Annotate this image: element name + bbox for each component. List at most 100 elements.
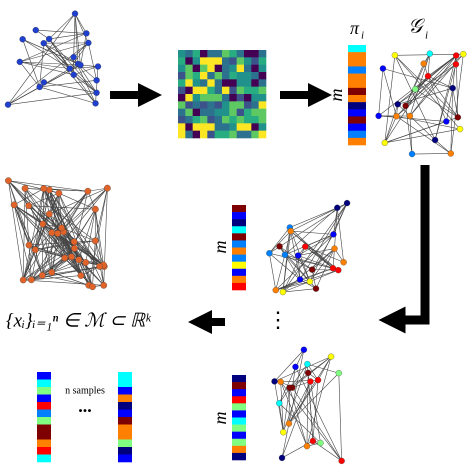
edge <box>269 253 277 291</box>
edge <box>95 209 105 286</box>
vector-cell <box>118 439 132 448</box>
vector-cell <box>232 261 246 270</box>
heat-cell <box>229 79 237 87</box>
edge <box>384 55 396 143</box>
node <box>83 30 90 37</box>
nodes <box>271 346 345 465</box>
edge <box>63 187 108 233</box>
edge <box>450 88 453 154</box>
edge <box>43 82 97 94</box>
heat-cell <box>185 57 193 65</box>
edge <box>22 188 45 281</box>
node <box>456 125 464 133</box>
edge <box>281 349 305 458</box>
heat-cell <box>229 116 237 124</box>
edge <box>57 187 108 234</box>
heat-cell <box>258 72 267 80</box>
node <box>61 254 69 262</box>
heat-cell <box>251 72 259 80</box>
node <box>431 136 439 144</box>
edge <box>42 257 65 276</box>
node <box>402 102 409 109</box>
node <box>77 61 84 69</box>
vector-cell <box>348 73 366 82</box>
edge <box>31 189 50 280</box>
heat-cell <box>236 108 245 117</box>
edge <box>13 204 43 276</box>
edge <box>284 231 292 255</box>
vector-cell <box>232 417 246 425</box>
edge <box>450 54 464 154</box>
node <box>85 39 92 47</box>
node <box>300 346 308 353</box>
node <box>276 243 283 250</box>
edge <box>22 232 53 281</box>
node <box>19 276 27 284</box>
node <box>277 378 284 386</box>
heat-cell <box>192 130 201 139</box>
edge <box>77 63 97 93</box>
edge <box>298 248 335 256</box>
vector-cell <box>232 438 246 447</box>
node <box>308 266 316 273</box>
node <box>317 439 324 447</box>
edge <box>378 55 457 117</box>
heat-cell <box>222 50 230 58</box>
edge <box>297 255 311 282</box>
heat-cell <box>229 123 237 131</box>
vector-cell <box>232 268 246 277</box>
edge <box>51 259 79 273</box>
heat-cell <box>251 108 259 117</box>
node <box>92 205 99 213</box>
vector-bar <box>232 375 246 461</box>
heat-cell <box>222 57 230 65</box>
edge <box>279 403 321 444</box>
node <box>94 63 102 70</box>
heat-cell <box>214 57 223 65</box>
heatmap <box>178 50 267 139</box>
heat-cell <box>251 94 259 102</box>
node <box>5 177 12 185</box>
vector-cell <box>232 275 246 284</box>
node <box>4 101 12 108</box>
edge <box>80 33 87 66</box>
heat-cell <box>236 79 245 87</box>
edge <box>73 42 89 58</box>
edge <box>446 88 453 122</box>
heat-cell <box>192 94 201 102</box>
heat-cell <box>200 123 208 131</box>
node <box>287 227 294 235</box>
node <box>443 118 450 125</box>
vector-cell <box>118 387 132 395</box>
heat-cell <box>192 108 201 117</box>
heat-cell <box>244 64 252 73</box>
heat-cell <box>178 94 186 102</box>
heat-cell <box>192 64 201 73</box>
edge <box>22 38 79 65</box>
node <box>281 251 289 258</box>
heat-cell <box>258 86 267 95</box>
edge <box>63 191 89 233</box>
heat-cell <box>192 116 201 124</box>
edge <box>292 387 342 462</box>
edge <box>19 33 87 63</box>
edge <box>19 61 74 76</box>
heat-cell <box>258 50 267 58</box>
node <box>92 100 99 107</box>
heat-cell <box>192 50 201 58</box>
edge <box>8 180 24 281</box>
heat-cell <box>178 116 186 124</box>
node <box>91 237 99 245</box>
nodes <box>375 50 467 158</box>
edge <box>19 61 70 69</box>
vector-cell <box>118 379 132 388</box>
heat-cell <box>236 57 245 65</box>
heat-cell <box>178 57 186 65</box>
heat-cell <box>258 123 267 131</box>
node <box>54 230 62 237</box>
vector-cell <box>232 452 246 461</box>
heat-cell <box>222 64 230 73</box>
node <box>32 26 39 34</box>
edge <box>384 128 461 144</box>
node <box>48 268 56 276</box>
